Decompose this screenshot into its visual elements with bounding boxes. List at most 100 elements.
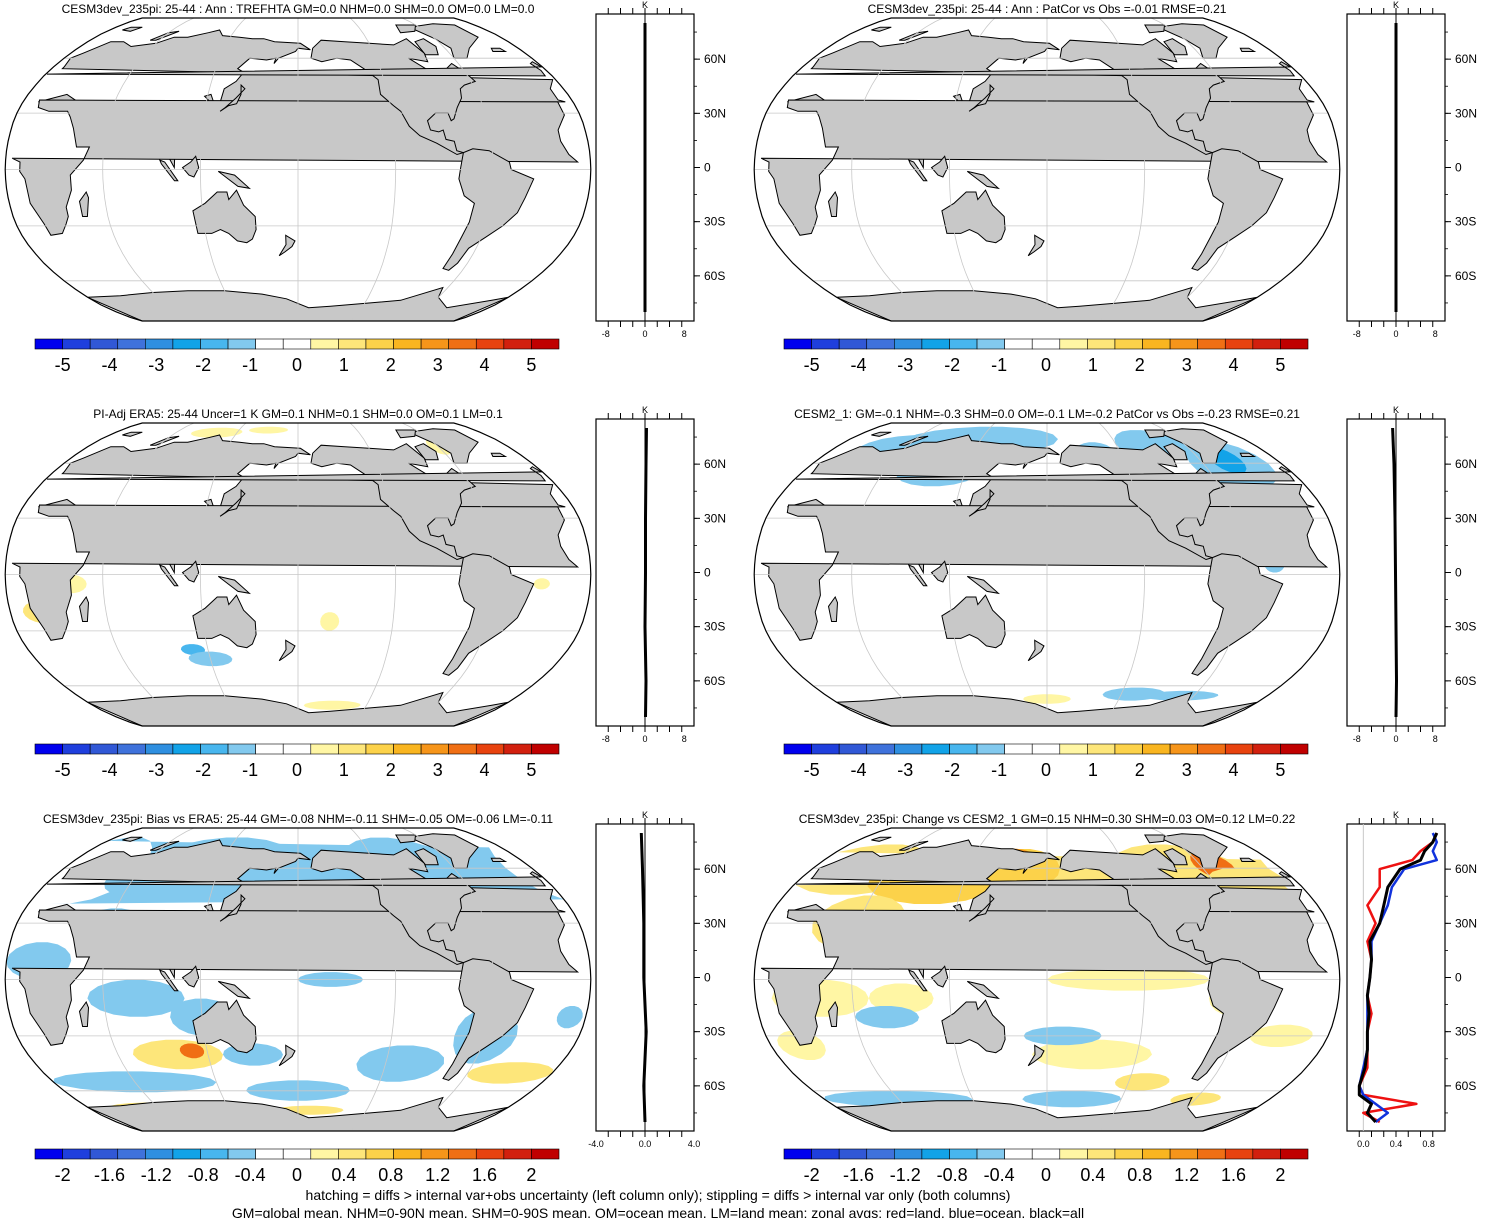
colorbar-label: -0.4 (235, 1165, 266, 1185)
landmass-uk (46, 61, 547, 77)
zonal-mean-panel: 60N 30N 0 30S 60S K -4.0 0.0 4.0 (588, 810, 726, 1149)
landmass-namerica (310, 38, 477, 156)
landmass-japan (968, 83, 995, 112)
graticule (5, 18, 591, 321)
zonal-lat-tick: 60S (704, 269, 725, 283)
panel-5: CESM3dev_235pi: Bias vs ERA5: 25-44 GM=-… (4, 810, 726, 1185)
zonal-x-tick: -8 (602, 329, 610, 339)
landmass-madagascar (78, 595, 90, 622)
colorbar-swatch (117, 1148, 146, 1160)
colorbar-swatch (838, 1148, 868, 1160)
colorbar-swatch (1059, 1148, 1088, 1160)
colorbar-swatch (1280, 338, 1309, 350)
landmass-japan (968, 488, 995, 517)
landmass-madagascar (827, 1000, 839, 1027)
colorbar-swatch (34, 743, 63, 755)
landmass-borneo (930, 560, 949, 583)
colorbar-swatch (227, 743, 256, 755)
colorbar-swatch (89, 1148, 119, 1160)
graticule (754, 18, 1340, 321)
colorbar: -5 -4 -3 -2 -1 0 1 2 3 4 5 (34, 743, 560, 780)
colorbar-swatch (62, 338, 91, 350)
colorbar-swatch (531, 743, 560, 755)
colorbar-swatch (1059, 743, 1088, 755)
colorbar-swatch (838, 338, 868, 350)
zonal-mean-panel: 60N 30N 0 30S 60S K -8 0 8 (595, 405, 726, 744)
colorbar-label: 0.8 (1127, 1165, 1152, 1185)
anomaly-contour (356, 1045, 444, 1082)
map-outline (753, 422, 1341, 727)
colorbar-swatch (393, 338, 422, 350)
zonal-unit: K (642, 810, 648, 820)
panel-2: CESM3dev_235pi: 25-44 : Ann : PatCor vs … (753, 0, 1477, 375)
colorbar-swatch (420, 338, 449, 350)
colorbar-swatch (62, 743, 91, 755)
zonal-x-tick: 4.0 (688, 1139, 701, 1149)
colorbar-swatch (783, 1148, 812, 1160)
colorbar-swatch (1114, 1148, 1143, 1160)
colorbar-label: -2 (195, 355, 211, 375)
landmass-japan (219, 488, 246, 517)
anomaly-contour (467, 1062, 554, 1084)
land (760, 23, 1329, 321)
colorbar-label: -1.2 (890, 1165, 921, 1185)
colorbar-swatch (976, 1148, 1005, 1160)
colorbar-label: 1 (1088, 355, 1098, 375)
zonal-mean-panel: 60N 30N 0 30S 60S K 0.0 0.4 0.8 (1346, 810, 1477, 1149)
colorbar-swatch (145, 338, 174, 350)
landmass-iceland (490, 47, 508, 52)
landmass-newguinea (217, 980, 252, 1000)
colorbar-label: -2 (55, 1165, 71, 1185)
map (754, 18, 1340, 321)
colorbar-swatch (1142, 338, 1171, 350)
landmass-iceland (1239, 857, 1257, 862)
colorbar-label: 0 (292, 760, 302, 780)
zonal-line-all (1391, 427, 1398, 718)
zonal-unit: K (1393, 0, 1399, 10)
landmass-japan (968, 893, 995, 922)
colorbar-swatch (448, 1148, 477, 1160)
zonal-mean-panel: 60N 30N 0 30S 60S K -8 0 8 (1346, 405, 1477, 744)
colorbar-swatch (1169, 1148, 1198, 1160)
landmass-borneo (930, 155, 949, 178)
colorbar-swatch (1252, 743, 1281, 755)
colorbar-label: -1.2 (141, 1165, 172, 1185)
landmass-nz (1027, 234, 1045, 257)
colorbar-label: -0.8 (937, 1165, 968, 1185)
colorbar-label: 0 (292, 1165, 302, 1185)
footer-line-2: GM=global mean, NHM=0-90N mean, SHM=0-90… (232, 1205, 1084, 1218)
colorbar-label: 0 (1041, 355, 1051, 375)
colorbar-swatch (1142, 743, 1171, 755)
landmass-iceland (490, 452, 508, 457)
colorbar-swatch (310, 338, 339, 350)
colorbar-swatch (172, 1148, 201, 1160)
landmass-madagascar (827, 595, 839, 622)
zonal-lat-tick: 60N (704, 52, 726, 66)
anomaly-contour (320, 612, 340, 631)
landmass-baffin (414, 848, 439, 866)
colorbar-swatch (1252, 1148, 1281, 1160)
colorbar-label: -3 (897, 760, 913, 780)
colorbar-swatch (1031, 338, 1061, 350)
colorbar-swatch (1224, 338, 1254, 350)
zonal-x-tick: -8 (1353, 329, 1361, 339)
landmass-sumatra (907, 159, 928, 182)
landmass-samerica (1191, 553, 1284, 676)
zonal-x-tick: 0.8 (1422, 1139, 1435, 1149)
colorbar-label: -4 (850, 760, 866, 780)
colorbar-label: 5 (1275, 355, 1285, 375)
zonal-lat-tick: 30N (704, 916, 726, 930)
colorbar-swatch (227, 1148, 256, 1160)
colorbar-swatch (783, 338, 812, 350)
colorbar-swatch (1197, 1148, 1226, 1160)
colorbar-label: -0.4 (984, 1165, 1015, 1185)
landmass-namerica (310, 848, 477, 966)
colorbar-label: -5 (804, 760, 820, 780)
zonal-lat-tick: 0 (704, 161, 711, 175)
colorbar-swatch (1280, 1148, 1309, 1160)
colorbar-label: 0.4 (331, 1165, 356, 1185)
anomaly-contour (87, 979, 185, 1017)
landmass-samerica (1191, 148, 1284, 271)
landmass-newguinea (217, 170, 252, 190)
colorbar-swatch (1031, 1148, 1061, 1160)
